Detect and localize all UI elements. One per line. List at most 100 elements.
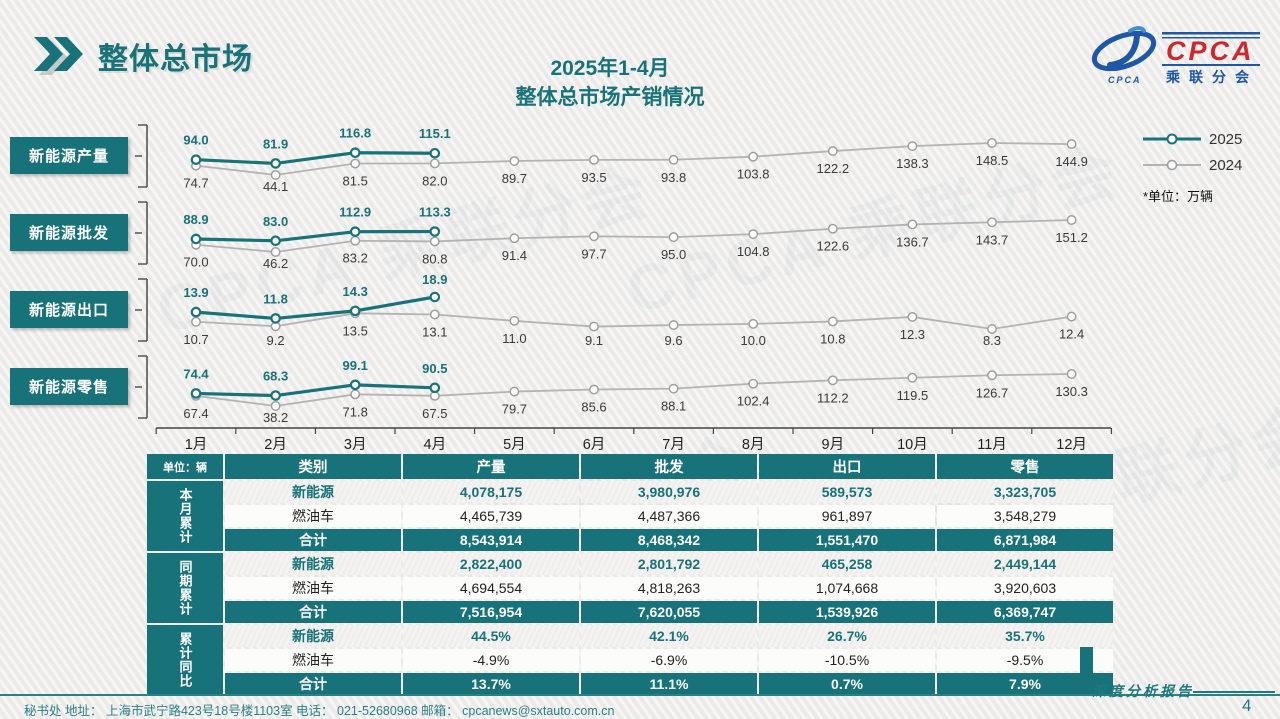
data-label: 119.5 [897,388,929,403]
bracket-decoration [135,200,148,265]
table-cell: 2,822,400 [403,553,579,575]
data-label: 138.3 [896,156,929,171]
legend-marker-2024-icon [1143,159,1201,171]
chart-label-production: 新能源产量 [10,137,128,174]
table-cell: 961,897 [759,505,935,527]
chart-row-production: 新能源产量 74.7 44.1 81.5 82.0 89.7 93.5 93.8 103.8 1… [10,117,1135,196]
table-cell: -4.9% [403,649,579,671]
table-cell: 4,487,366 [581,505,757,527]
months-axis-row: 1月 2月 3月 4月 5月 6月 7月 8月 9月 10月 11月 12月 [152,425,1135,458]
table-col-export: 出口 [759,454,935,479]
data-label: 83.0 [263,214,288,229]
data-point [668,232,679,243]
legend-marker-2025-icon [1143,133,1201,145]
data-label: 91.4 [502,248,527,263]
bracket-decoration [135,277,148,342]
line-chart-svg: 67.4 38.2 71.8 67.5 79.7 85.6 88.1 102.4 112.2 11… [182,356,1090,427]
data-point [589,154,599,165]
line-chart-retail: 67.4 38.2 71.8 67.5 79.7 85.6 88.1 102.4 112.2 11… [152,348,1127,427]
chart-label-wholesale: 新能源批发 [10,214,128,251]
data-label: 9.2 [267,333,285,348]
data-label: 10.0 [741,333,766,348]
line-chart-svg: 10.7 9.2 13.5 13.1 11.0 9.1 9.6 10.0 10.8 12.3 8.3… [182,271,1086,350]
data-point [350,158,361,169]
chart-main-title: 2025年1-4月 整体总市场产销情况 [400,54,820,112]
data-label: 136.7 [896,234,929,249]
data-label: 79.7 [502,402,527,417]
data-point [748,229,759,240]
data-point [987,217,997,228]
page-title: 整体总市场 [98,43,253,76]
month-tick-label: 6月 [583,437,606,453]
data-point [827,146,838,157]
data-label: 74.4 [183,366,209,381]
table-row-label: 合计 [225,529,401,551]
series-2025: 74.4 68.3 99.1 90.5 [182,356,449,401]
data-point [350,235,361,246]
data-label: 102.4 [737,394,770,409]
month-tick-label: 7月 [662,437,685,453]
data-label: 97.7 [581,246,606,261]
table-cell: 13.7% [403,673,579,695]
data-label: 148.5 [976,153,1009,168]
data-point [907,311,918,322]
data-label: 11.8 [263,291,288,306]
series-2025: 88.9 83.0 112.9 113.3 [182,203,452,247]
data-point [987,138,997,148]
series-2024: 67.4 38.2 71.8 67.5 79.7 85.6 88.1 102.4 112.2 11… [182,369,1089,427]
table-row-label: 燃油车 [225,577,401,599]
data-point [429,226,441,237]
table-cell: 1,551,470 [759,529,935,551]
data-label: 13.5 [343,323,368,338]
data-label: 10.7 [183,332,208,347]
legend-item-2024: 2024 [1143,152,1278,178]
table-cell: 7,516,954 [403,601,579,623]
table-cell: 8,468,342 [581,529,757,551]
line-chart-production: 74.7 44.1 81.5 82.0 89.7 93.5 93.8 103.8 122.2 13… [152,117,1127,195]
chart-row-export: 新能源出口 10.7 9.2 13.5 13.1 11.0 9.1 9.6 10.0 10.8 1… [10,271,1135,350]
data-point [668,383,679,394]
data-label: 11.0 [502,331,526,346]
line-chart-export: 10.7 9.2 13.5 13.1 11.0 9.1 9.6 10.0 10.8 12.3 8.3… [152,271,1127,350]
data-point [748,151,759,162]
charts-panel: 新能源产量 74.7 44.1 81.5 82.0 89.7 93.5 93.8 103.8 1… [10,117,1135,458]
table-col-retail: 零售 [937,454,1113,479]
table-cell: 6,871,984 [937,529,1113,551]
table-row: 合计 8,543,914 8,468,342 1,551,470 6,871,984 [147,529,1113,551]
data-point [429,291,441,303]
data-label: 67.4 [183,406,208,421]
data-point [349,226,361,237]
cpca-logo: CPCA CPCA 乘联分会 [1086,24,1264,95]
table-header-row: 单位：辆 类别 产量 批发 出口 零售 [147,454,1113,479]
table-cell: 3,548,279 [937,505,1113,527]
data-point [270,158,281,169]
month-tick-label: 9月 [822,437,845,453]
data-point [827,316,838,327]
footer-divider [0,694,1280,696]
summary-table: 单位：辆 类别 产量 批发 出口 零售 本月累计 新能源 4,078,175 3,98… [145,452,1115,697]
data-point [748,378,759,389]
data-point [668,154,679,165]
data-label: 71.8 [343,404,368,419]
data-label: 93.5 [581,170,606,185]
data-point [270,247,281,257]
table-row-label: 燃油车 [225,649,401,671]
table-cell: 7.9% [937,673,1113,695]
chart-label-export: 新能源出口 [10,291,128,328]
table-cell: 42.1% [581,625,757,647]
table-cell: -6.9% [581,649,757,671]
data-label: 151.2 [1055,230,1088,245]
data-label: 88.9 [183,212,208,227]
data-label: 9.1 [585,333,603,348]
data-point [987,370,997,381]
table-cell: 1,074,668 [759,577,935,599]
table-cell: 26.7% [759,625,935,647]
line-chart-svg: 70.0 46.2 83.2 80.8 91.4 97.7 95.0 104.8 122.6 13… [182,203,1090,272]
table-cell: 465,258 [759,553,935,575]
footer-contact: 秘书处 地址： 上海市武宁路423号18号楼1103室 电话： 021-5268… [24,704,615,718]
data-point [190,306,202,318]
data-label: 115.1 [419,126,451,141]
table-cell: 3,920,603 [937,577,1113,599]
data-point [190,388,202,399]
table-row: 累计同比 新能源 44.5% 42.1% 26.7% 35.7% [147,625,1113,695]
